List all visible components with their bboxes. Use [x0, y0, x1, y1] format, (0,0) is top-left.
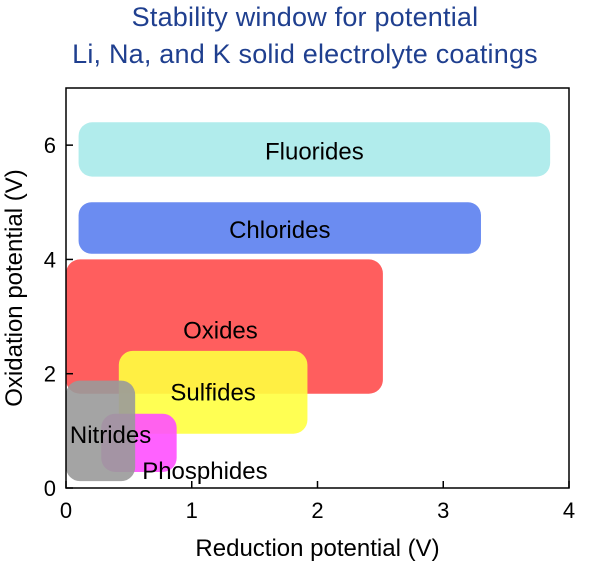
chart-title: Stability window for potential — [131, 2, 479, 32]
tick-layer: 0 1 2 3 4 0 2 4 6 — [44, 133, 575, 523]
x-tick-label: 2 — [311, 498, 323, 523]
label-layer: Fluorides Chlorides Oxides Sulfides Phosphid… — [70, 138, 364, 484]
region-chlorides — [78, 202, 481, 254]
region-label-fluorides: Fluorides — [265, 138, 364, 165]
region-sulfides — [118, 350, 308, 434]
x-tick-label: 1 — [186, 498, 198, 523]
region-fluorides — [78, 122, 551, 177]
region-label-oxides: Oxides — [183, 318, 258, 345]
region-label-phosphides: Phosphides — [142, 458, 267, 485]
y-tick-label: 6 — [44, 133, 56, 158]
region-layer — [66, 122, 551, 482]
y-tick-label: 2 — [44, 362, 56, 387]
chart-subtitle: Li, Na, and K solid electrolyte coatings — [72, 39, 538, 69]
x-tick-label: 4 — [563, 498, 575, 523]
region-label-nitrides: Nitrides — [70, 422, 151, 449]
y-tick-label: 0 — [44, 476, 56, 501]
region-nitrides — [66, 380, 136, 482]
y-tick-label: 4 — [44, 247, 56, 272]
region-label-chlorides: Chlorides — [229, 217, 330, 244]
x-tick-label: 0 — [60, 498, 72, 523]
region-label-sulfides: Sulfides — [170, 379, 255, 406]
x-axis-title: Reduction potential (V) — [195, 535, 439, 562]
y-axis-title: Oxidation potential (V) — [1, 169, 28, 406]
x-tick-label: 3 — [437, 498, 449, 523]
